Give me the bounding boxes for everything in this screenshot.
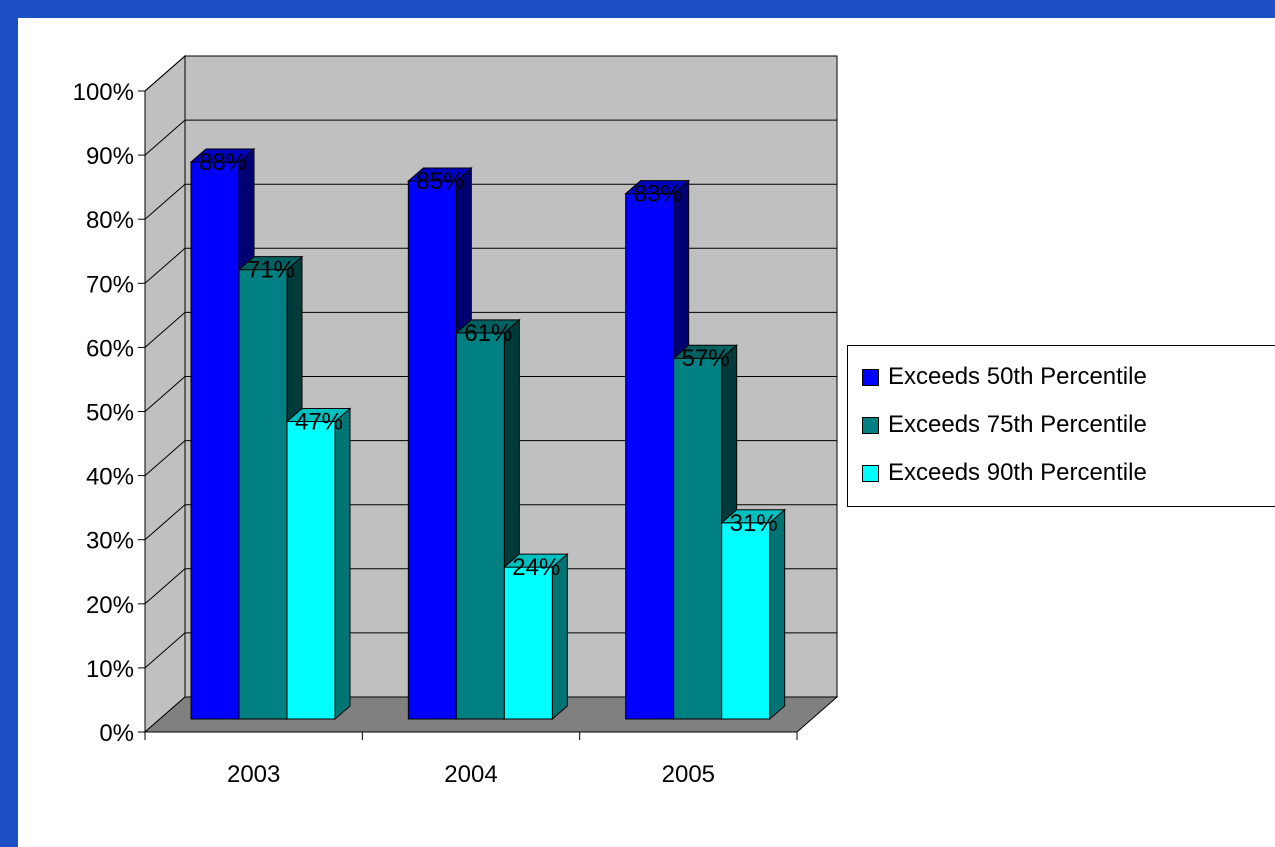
bar (407, 180, 457, 720)
bar-side (334, 407, 351, 721)
bar (503, 566, 553, 720)
data-label: 57% (682, 345, 730, 372)
legend-swatch (862, 416, 879, 434)
bar (625, 193, 675, 720)
bar-chart: 0% 10% 20% 30% 40% 50% 60% 70% 80% 90% 100% 88% 71% 4… (73, 54, 839, 788)
chart-frame: 0% 10% 20% 30% 40% 50% 60% 70% 80% 90% 100% 88% 71% 4… (18, 18, 1275, 847)
bar-top (406, 167, 473, 182)
x-tick-label: 2004 (444, 761, 497, 788)
legend-swatch (862, 464, 879, 482)
legend-item: Exceeds 75th Percentile (862, 410, 1147, 440)
bar (721, 522, 771, 720)
data-label: 85% (416, 168, 464, 195)
legend-label: Exceeds 90th Percentile (888, 459, 1147, 486)
legend-label: Exceeds 75th Percentile (888, 411, 1147, 438)
gridline (144, 183, 837, 220)
bar-top (672, 344, 739, 359)
gridline (144, 311, 837, 348)
data-label: 71% (247, 257, 295, 284)
gridline (144, 55, 837, 92)
gridline (144, 119, 837, 156)
data-label: 88% (199, 149, 247, 176)
bar (673, 357, 723, 720)
bar-top (189, 148, 256, 163)
gridline (144, 504, 837, 541)
bar-top (720, 509, 787, 524)
y-tick-label: 20% (86, 592, 134, 619)
legend-label: Exceeds 50th Percentile (888, 363, 1147, 390)
data-label: 47% (295, 408, 343, 435)
y-tick-label: 0% (99, 720, 134, 747)
chart-legend: Exceeds 50th Percentile Exceeds 75th Perc… (847, 345, 1275, 507)
bar (238, 269, 288, 720)
y-tick-label: 70% (86, 271, 134, 298)
data-label: 83% (634, 181, 682, 208)
bar (286, 420, 336, 720)
bar-side (769, 508, 786, 721)
legend-item: Exceeds 90th Percentile (862, 458, 1147, 488)
bar (190, 161, 240, 720)
gridline (144, 440, 837, 476)
y-tick-label: 30% (86, 528, 134, 555)
data-label: 24% (512, 554, 560, 581)
y-tick-label: 100% (73, 79, 134, 106)
bar-top (454, 319, 521, 334)
bar-top (237, 256, 304, 271)
data-label: 31% (730, 510, 778, 537)
bar-top (624, 180, 691, 195)
gridline (144, 568, 837, 605)
legend-swatch (862, 368, 879, 386)
y-tick-label: 80% (86, 207, 134, 234)
y-tick-label: 60% (86, 335, 134, 362)
x-tick-label: 2003 (227, 761, 280, 788)
bar (455, 332, 505, 720)
y-tick-label: 90% (86, 143, 134, 170)
x-tick-label: 2005 (662, 761, 715, 788)
legend-item: Exceeds 50th Percentile (862, 362, 1147, 392)
gridline (144, 632, 837, 669)
gridline (144, 376, 837, 412)
y-tick-label: 40% (86, 464, 134, 491)
bar-top (502, 553, 569, 568)
gridline (144, 247, 837, 284)
bar-top (285, 407, 352, 422)
data-label: 61% (464, 320, 512, 347)
y-tick-label: 10% (86, 656, 134, 683)
y-tick-label: 50% (86, 400, 134, 427)
